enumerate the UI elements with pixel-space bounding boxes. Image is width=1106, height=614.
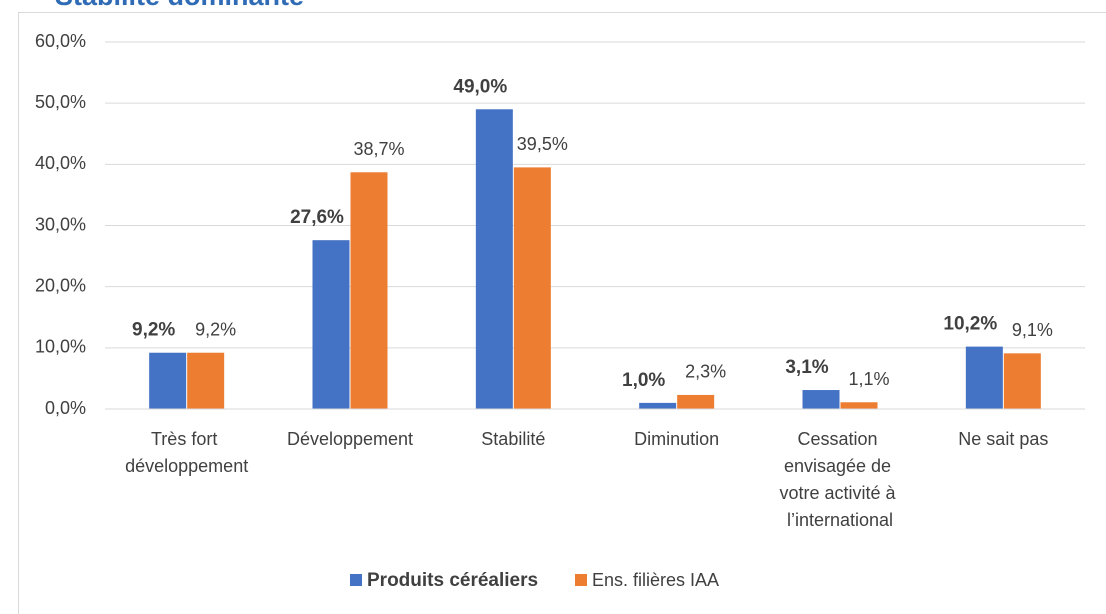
legend-label: Ens. filières IAA (592, 570, 719, 590)
y-tick-label: 40,0% (35, 153, 86, 173)
bar (1003, 353, 1041, 409)
bar (187, 352, 225, 409)
legend-swatch (350, 574, 362, 586)
x-tick-label: Très fort développement (125, 429, 248, 476)
y-tick-label: 50,0% (35, 92, 86, 112)
chart-frame (18, 12, 1106, 614)
bar (149, 352, 187, 409)
bar (312, 240, 350, 409)
y-tick-label: 60,0% (35, 31, 86, 51)
value-label: 39,5% (517, 134, 568, 154)
x-tick-label: Cessation envisagée de votre activité à … (779, 429, 900, 530)
value-label: 1,0% (622, 370, 665, 391)
value-label: 27,6% (290, 207, 344, 228)
value-label: 10,2% (943, 314, 997, 335)
bar (802, 390, 840, 409)
value-label: 1,1% (848, 369, 889, 389)
value-label: 9,2% (132, 320, 175, 341)
bar (639, 402, 677, 409)
x-tick-label: Diminution (634, 429, 719, 449)
bar (965, 346, 1003, 409)
bar (513, 167, 551, 409)
value-label: 49,0% (453, 76, 507, 97)
value-label: 3,1% (785, 357, 828, 378)
chart-title: Stabilité dominante (55, 0, 304, 11)
bar (350, 172, 388, 409)
value-label: 9,2% (195, 319, 236, 339)
legend-label: Produits céréaliers (367, 570, 538, 591)
x-tick-label: Stabilité (481, 429, 545, 449)
y-tick-label: 0,0% (45, 398, 86, 418)
value-label: 38,7% (353, 139, 404, 159)
y-tick-label: 20,0% (35, 275, 86, 295)
bar (677, 394, 715, 409)
y-tick-label: 30,0% (35, 214, 86, 234)
value-label: 2,3% (685, 362, 726, 382)
x-tick-label: Développement (287, 429, 413, 449)
y-tick-label: 10,0% (35, 337, 86, 357)
bar (840, 402, 878, 409)
x-tick-label: Ne sait pas (958, 429, 1048, 449)
legend-swatch (575, 574, 587, 586)
bar (475, 109, 513, 410)
value-label: 9,1% (1012, 320, 1053, 340)
